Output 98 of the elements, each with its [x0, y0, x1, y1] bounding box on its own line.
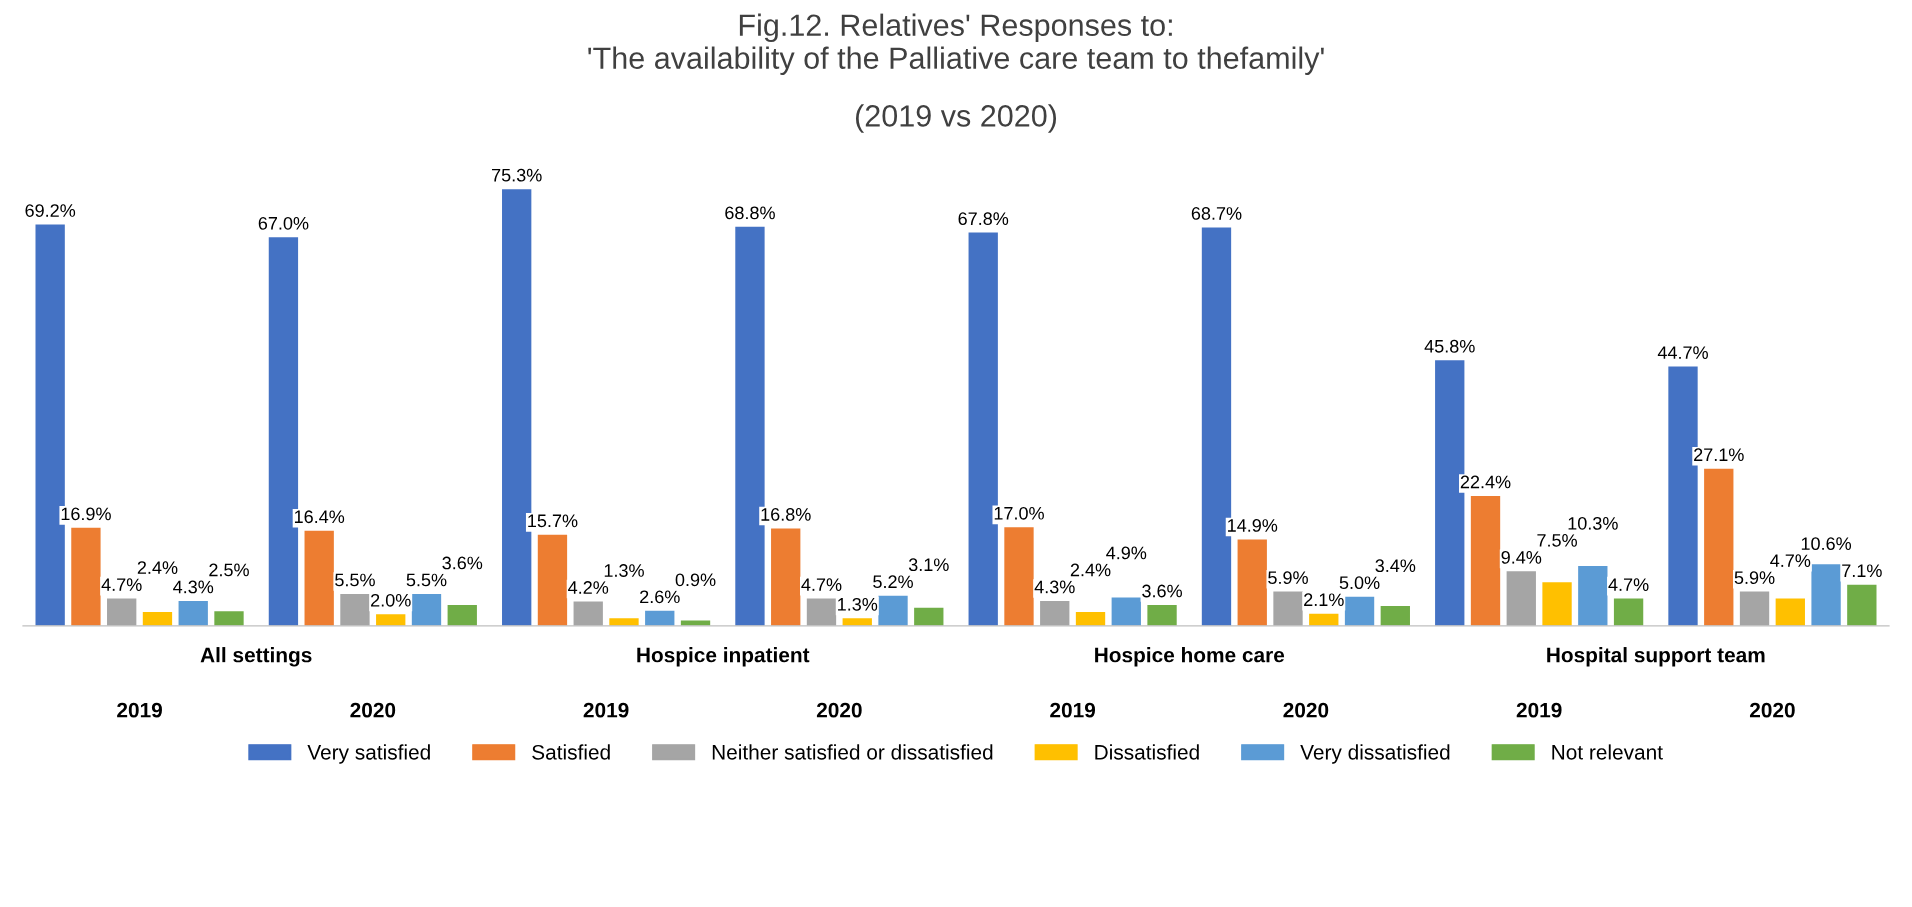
data-label: 2.5% [209, 563, 249, 577]
data-label: 5.5% [335, 573, 375, 587]
data-label: 44.7% [1657, 346, 1708, 359]
data-label: 4.3% [173, 580, 214, 594]
data-label: 2.1% [1304, 593, 1344, 607]
chart-title: Fig.12. Relatives' Responses to: 'The availability of the Palliative care team to thefamily' [588, 13, 1324, 75]
bar [1542, 582, 1572, 626]
data-label: 4.3% [1034, 580, 1075, 594]
data-label: 69.2% [25, 204, 76, 217]
bar [71, 527, 101, 626]
data-label: 2.4% [137, 561, 178, 574]
data-label: 68.7% [1191, 207, 1242, 220]
data-label: 10.6% [1801, 537, 1852, 551]
bar [573, 601, 603, 626]
text: Hospice home care [1095, 647, 1285, 667]
x-tick-label: 2020 [350, 702, 396, 718]
bar [1147, 604, 1177, 626]
bar [447, 604, 477, 626]
bar [142, 611, 173, 626]
data-label: 7.5% [1537, 534, 1577, 547]
data-label: 1.3% [604, 564, 644, 577]
data-label: 16.9% [61, 507, 111, 521]
x-tick-label: 2019 [583, 702, 629, 718]
bar [107, 598, 137, 626]
data-label: 4.9% [1106, 546, 1147, 560]
data-label: 1.3% [838, 597, 878, 611]
data-label: 16.8% [761, 508, 811, 521]
data-label: 10.3% [1568, 516, 1618, 530]
text: All settings [200, 647, 312, 667]
data-label: 2.4% [1070, 563, 1111, 577]
bar [1811, 564, 1841, 626]
bar [1739, 591, 1770, 626]
data-label: 4.7% [101, 578, 142, 591]
text: Hospice inpatient [637, 647, 810, 667]
legend-label: Not relevant [1552, 744, 1663, 760]
x-tick-label: 2019 [1516, 702, 1562, 718]
data-label: 16.4% [294, 510, 345, 524]
legend-label: Neither satisfied or dissatisfied [712, 744, 993, 760]
bar [537, 534, 568, 626]
data-label: 7.1% [1842, 564, 1882, 578]
data-label: 5.9% [1268, 571, 1308, 585]
data-label: 67.8% [958, 212, 1009, 226]
data-label: 5.2% [873, 575, 913, 589]
data-label: 67.0% [258, 216, 309, 230]
data-label: 27.1% [1694, 448, 1744, 462]
legend-label: Very satisfied [307, 744, 430, 764]
data-label: 4.7% [1608, 578, 1649, 591]
data-label: 5.0% [1339, 576, 1380, 590]
bar [1775, 598, 1805, 626]
data-label: 3.6% [1142, 584, 1182, 598]
data-label: 4.7% [801, 578, 842, 591]
bar [1075, 611, 1106, 626]
data-label: 14.9% [1228, 519, 1278, 532]
data-label: 5.5% [406, 573, 447, 587]
bar [1040, 600, 1070, 626]
data-label: 5.9% [1734, 571, 1775, 585]
text: Hospital support team [1547, 647, 1765, 667]
x-tick-label: 2020 [1283, 702, 1329, 718]
legend-label: Dissatisfied [1095, 744, 1199, 760]
bar [609, 618, 639, 626]
data-label: 0.9% [675, 573, 716, 587]
x-tick-label: 2019 [117, 702, 162, 718]
data-label: 3.6% [442, 556, 483, 570]
bar [914, 607, 944, 626]
x-tick-label: 2020 [816, 702, 862, 718]
legend-label: Satisfied [532, 744, 610, 760]
x-tick-label: 2019 [1050, 702, 1096, 718]
bar [645, 610, 675, 626]
data-label: 68.8% [725, 206, 775, 220]
data-label: 17.0% [994, 506, 1044, 520]
chart-subtitle: (2019 vs 2020) [855, 104, 1057, 133]
bar [771, 528, 801, 626]
data-label: 3.1% [908, 558, 949, 572]
bar [1237, 539, 1267, 626]
data-label: 2.6% [640, 590, 680, 604]
data-label: 22.4% [1460, 475, 1511, 489]
legend-label: Very dissatisfied [1300, 744, 1450, 764]
bar [1704, 468, 1734, 626]
data-label: 2.0% [371, 593, 411, 607]
bar [1004, 527, 1034, 626]
data-label: 4.2% [568, 581, 609, 594]
bar [1578, 566, 1608, 626]
bar [1506, 571, 1536, 626]
data-label: 3.4% [1375, 559, 1416, 573]
data-label: 9.4% [1501, 550, 1542, 564]
data-label: 45.8% [1424, 339, 1475, 353]
bar [214, 611, 244, 626]
bar [1380, 606, 1410, 626]
bar [1470, 495, 1501, 626]
bar [1613, 598, 1644, 626]
data-label: 75.3% [492, 168, 542, 182]
data-label: 4.7% [1770, 554, 1811, 567]
bar [1111, 597, 1141, 626]
bar [304, 530, 334, 626]
bar [178, 600, 208, 626]
x-tick-label: 2020 [1749, 702, 1795, 718]
bar [1847, 584, 1877, 626]
data-label: 15.7% [528, 514, 578, 528]
